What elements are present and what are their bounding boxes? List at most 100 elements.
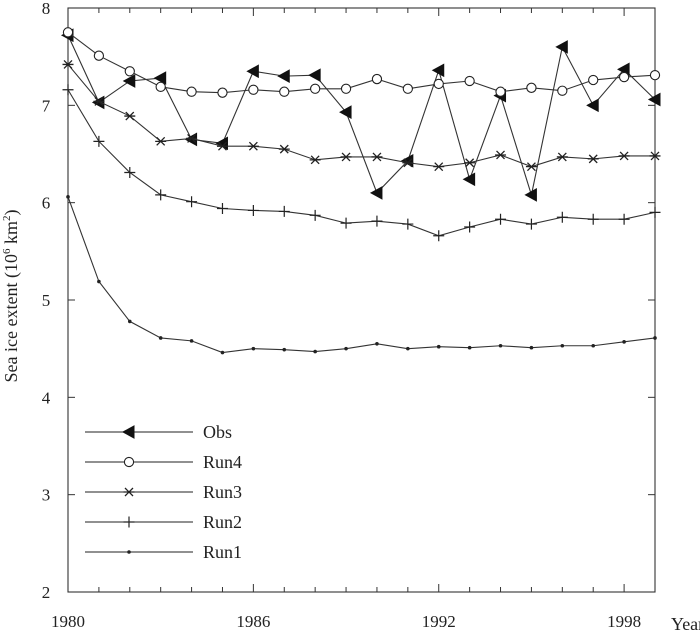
point-run4-1996 xyxy=(557,85,568,96)
series-obs xyxy=(60,28,661,202)
point-obs-1995 xyxy=(524,188,537,202)
point-obs-1993 xyxy=(462,172,476,187)
y-tick-label: 5 xyxy=(42,291,51,310)
point-run3-1986 xyxy=(247,141,259,151)
point-run2-1982 xyxy=(124,166,136,178)
point-run3-1993 xyxy=(464,158,476,168)
legend-item-run4: Run4 xyxy=(85,452,242,472)
point-run2-1985 xyxy=(216,203,228,215)
point-obs-1983 xyxy=(153,71,167,85)
point-run2-1997 xyxy=(587,213,599,225)
point-run4-1982 xyxy=(124,66,135,77)
point-run4-1991 xyxy=(402,83,413,94)
point-run2-1987 xyxy=(278,205,290,217)
point-run1-1993 xyxy=(467,345,472,350)
point-run2-1995 xyxy=(525,218,537,230)
point-run3-1987 xyxy=(278,144,290,154)
point-run2-1991 xyxy=(402,218,414,230)
point-run1-1999 xyxy=(653,336,657,340)
legend-marker-run3 xyxy=(123,487,135,497)
point-run3-1992 xyxy=(433,162,445,172)
point-run4-1992 xyxy=(433,78,444,90)
y-tick-label: 8 xyxy=(42,0,51,18)
legend-label-run4: Run4 xyxy=(203,452,242,472)
point-run3-1998 xyxy=(618,151,630,161)
point-obs-1997 xyxy=(586,98,599,113)
point-run2-1990 xyxy=(371,215,383,227)
point-run1-1994 xyxy=(498,343,503,348)
point-run4-1993 xyxy=(464,75,475,87)
point-run1-1984 xyxy=(189,339,194,343)
series-line-run4 xyxy=(67,31,656,94)
series-run2 xyxy=(62,84,661,242)
point-run2-1998 xyxy=(618,213,630,225)
legend-marker-obs xyxy=(121,425,135,439)
point-run4-1981 xyxy=(93,50,105,61)
point-run1-1981 xyxy=(97,279,101,284)
point-obs-1986 xyxy=(246,64,259,79)
x-tick-label: 1998 xyxy=(607,612,641,631)
point-run4-1997 xyxy=(588,74,599,86)
point-run1-1985 xyxy=(220,350,225,355)
series-line-run2 xyxy=(67,89,656,237)
point-run2-1988 xyxy=(309,209,321,221)
y-tick-label: 3 xyxy=(42,486,51,505)
point-run1-1991 xyxy=(406,346,410,351)
x-tick-label: 1980 xyxy=(51,612,85,631)
point-run4-1987 xyxy=(279,86,290,97)
point-run3-1988 xyxy=(309,155,321,165)
plot-frame xyxy=(67,7,656,593)
point-run1-1990 xyxy=(375,342,379,346)
point-obs-1999 xyxy=(647,92,661,107)
point-run2-1996 xyxy=(556,211,568,223)
point-run4-1988 xyxy=(310,83,321,94)
y-tick-label: 4 xyxy=(42,388,51,407)
point-obs-1982 xyxy=(122,74,136,88)
point-obs-1996 xyxy=(555,40,568,54)
legend-label-run1: Run1 xyxy=(203,542,242,562)
point-run4-1998 xyxy=(618,71,630,83)
series-line-run1 xyxy=(67,196,656,354)
x-axis-title: Year xyxy=(671,614,700,631)
point-run4-1994 xyxy=(495,86,506,97)
y-axis-title: Sea ice extent (106 km2) xyxy=(1,210,22,383)
point-obs-1990 xyxy=(369,186,383,200)
point-run1-1989 xyxy=(344,346,348,351)
point-obs-1988 xyxy=(308,68,321,83)
y-tick-label: 7 xyxy=(42,96,51,115)
point-run3-1989 xyxy=(340,152,352,162)
point-run3-1990 xyxy=(371,152,383,162)
point-run1-1992 xyxy=(436,344,441,349)
point-run2-1993 xyxy=(464,221,476,233)
point-run2-1980 xyxy=(62,84,74,96)
series-run3 xyxy=(62,59,661,172)
point-run4-1995 xyxy=(526,82,537,93)
point-run1-1997 xyxy=(591,343,596,348)
point-run3-1999 xyxy=(649,151,661,161)
x-tick-label: 1992 xyxy=(422,612,456,631)
point-run4-1986 xyxy=(248,84,259,95)
legend-label-run2: Run2 xyxy=(203,512,242,532)
point-run4-1980 xyxy=(62,27,74,38)
point-run4-1989 xyxy=(340,83,352,94)
point-run3-1985 xyxy=(216,141,228,151)
legend: Obs Run4 Run3 Run2 Run1 xyxy=(85,422,242,562)
point-run1-1983 xyxy=(158,336,163,340)
point-run2-1986 xyxy=(247,204,259,216)
legend-marker-run4 xyxy=(123,456,135,468)
point-run2-1983 xyxy=(155,189,167,201)
point-run3-1991 xyxy=(402,158,414,168)
point-run2-1981 xyxy=(93,135,105,147)
legend-label-run3: Run3 xyxy=(203,482,242,502)
point-run2-1984 xyxy=(186,196,198,208)
legend-marker-run1 xyxy=(127,550,131,554)
axis-ticks: 2 3 4 5 6 7 8 1980 1986 1992 1998 xyxy=(42,0,656,631)
point-run2-1999 xyxy=(649,206,661,218)
series-run1 xyxy=(66,195,657,355)
point-run4-1985 xyxy=(217,87,228,98)
legend-item-run1: Run1 xyxy=(85,542,242,562)
point-run3-1981 xyxy=(93,96,105,106)
point-run3-1996 xyxy=(556,152,568,162)
x-tick-label: 1986 xyxy=(236,612,270,631)
